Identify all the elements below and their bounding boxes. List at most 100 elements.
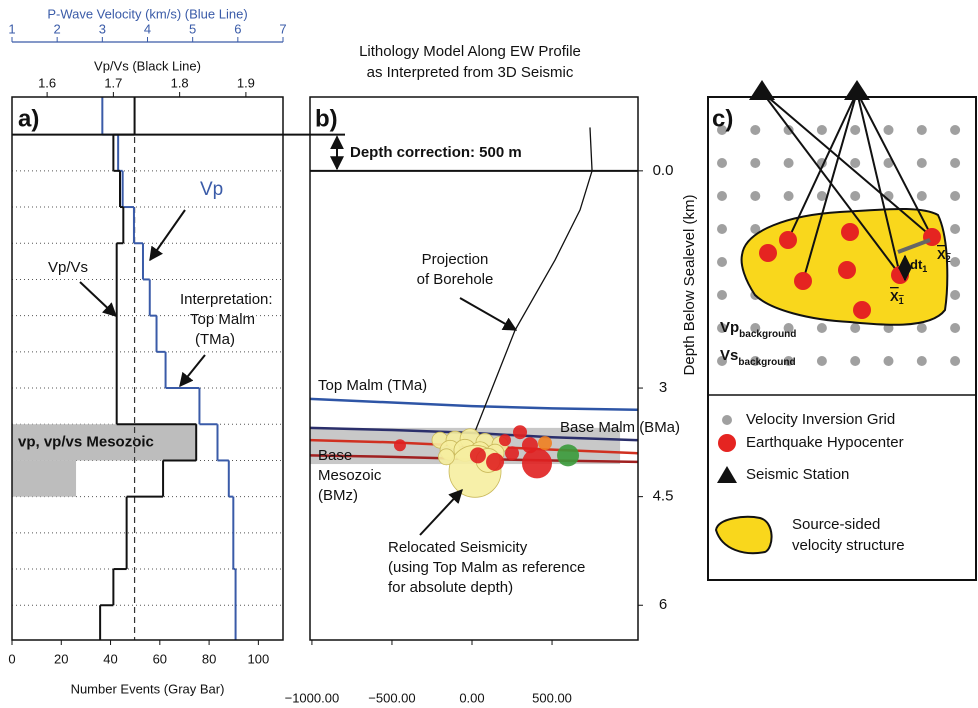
x-axis-title: Number Events (Gray Bar) xyxy=(71,681,225,696)
grid-dot xyxy=(817,356,827,366)
legend-hypocenter xyxy=(718,434,736,452)
x3-tick-label: 6 xyxy=(234,21,241,36)
grid-dot xyxy=(917,125,927,135)
grid-dot xyxy=(917,191,927,201)
panel-c: c) dt1 X1 X2 Vpbackground Vsbackground V… xyxy=(708,80,976,580)
grid-dot xyxy=(717,224,727,234)
x2-axis-title: Vp/Vs (Black Line) xyxy=(94,58,201,73)
grid-dot xyxy=(850,356,860,366)
x2-tick-label: 1.8 xyxy=(171,75,189,90)
grid-dot xyxy=(784,191,794,201)
annotation: Interpretation: xyxy=(180,291,273,308)
event xyxy=(438,449,454,465)
x3-axis-title: P-Wave Velocity (km/s) (Blue Line) xyxy=(47,6,247,21)
event xyxy=(522,448,552,478)
legend-station xyxy=(717,466,737,483)
arrow xyxy=(180,355,205,386)
legend-structure xyxy=(716,517,772,553)
panel-label: c) xyxy=(712,105,733,132)
grid-dot xyxy=(750,125,760,135)
annotation: (TMa) xyxy=(195,331,235,348)
subscript: 1 xyxy=(922,264,927,274)
seismicity-label: for absolute depth) xyxy=(388,579,513,596)
plot-frame xyxy=(12,97,283,640)
x3-tick-label: 4 xyxy=(144,21,151,36)
x-tick-label: 0.00 xyxy=(459,690,484,705)
subscript: 1 xyxy=(899,296,904,306)
vs-label: Vsbackground xyxy=(720,347,796,368)
event xyxy=(557,444,579,466)
x-tick-label: 20 xyxy=(54,651,68,666)
grid-dot xyxy=(717,158,727,168)
station xyxy=(749,80,775,100)
grid-dot xyxy=(950,158,960,168)
grid-dot xyxy=(950,191,960,201)
grid-dot xyxy=(784,158,794,168)
x3-tick-label: 2 xyxy=(54,21,61,36)
event xyxy=(513,425,527,439)
horizon-label: Mesozoic xyxy=(318,467,382,484)
legend-label: Source-sided xyxy=(792,516,880,533)
horizon-label: Base Malm (BMa) xyxy=(560,419,680,436)
grid-dot xyxy=(750,191,760,201)
x3-tick-label: 7 xyxy=(279,21,286,36)
y-tick-label: 3 xyxy=(659,379,667,396)
station xyxy=(844,80,870,100)
x-tick-label: −500.00 xyxy=(368,690,415,705)
legend-label: Velocity Inversion Grid xyxy=(746,411,895,428)
event xyxy=(470,447,486,463)
grid-dot xyxy=(817,323,827,333)
panel-label: a) xyxy=(18,105,39,132)
grid-dot xyxy=(717,290,727,300)
x-tick-label: 40 xyxy=(103,651,117,666)
x: X xyxy=(890,289,899,304)
hypocenter xyxy=(779,231,797,249)
dt: dt xyxy=(910,257,923,272)
grid-dot xyxy=(950,323,960,333)
grid-dot xyxy=(817,125,827,135)
vp-label: Vpbackground xyxy=(720,319,796,340)
legend-dot xyxy=(722,415,732,425)
borehole-label: of Borehole xyxy=(417,271,494,288)
x2-tick-label: 1.7 xyxy=(104,75,122,90)
horizon-label: Base xyxy=(318,447,352,464)
grid-dot xyxy=(917,356,927,366)
grid-dot xyxy=(950,290,960,300)
grid-dot xyxy=(950,257,960,267)
title: Lithology Model Along EW Profile xyxy=(359,43,581,60)
arrow xyxy=(150,210,185,260)
borehole-label: Projection xyxy=(422,251,489,268)
figure: vp, vp/vs Mesozoic020406080100Number Eve… xyxy=(0,0,978,708)
hypocenter xyxy=(841,223,859,241)
x: X xyxy=(937,247,946,262)
vs: Vs xyxy=(720,347,738,364)
legend-label: Seismic Station xyxy=(746,466,849,483)
hypocenter xyxy=(794,272,812,290)
event xyxy=(505,446,519,460)
grid-dot xyxy=(917,158,927,168)
y-tick-label: 0.0 xyxy=(653,162,674,179)
grid-dot xyxy=(950,125,960,135)
y-tick-label: 4.5 xyxy=(653,488,674,505)
subscript: background xyxy=(739,329,796,340)
hypocenter xyxy=(891,266,909,284)
x3-tick-label: 5 xyxy=(189,21,196,36)
x-tick-label: −1000.00 xyxy=(285,690,340,705)
legend-label: Earthquake Hypocenter xyxy=(746,434,904,451)
grid-dot xyxy=(917,323,927,333)
y-axis-title: Depth Below Sealevel (km) xyxy=(681,195,698,376)
depth-correction-label: Depth correction: 500 m xyxy=(350,144,522,161)
x-tick-label: 0 xyxy=(8,651,15,666)
y-tick-label: 6 xyxy=(659,596,667,613)
x3-tick-label: 1 xyxy=(8,21,15,36)
bar xyxy=(12,460,76,496)
x-tick-label: 80 xyxy=(202,651,216,666)
horizon xyxy=(310,399,638,410)
x2-tick-label: 1.6 xyxy=(38,75,56,90)
panel-label: b) xyxy=(315,105,338,132)
annotation: Top Malm xyxy=(190,311,255,328)
seismicity-label: Relocated Seismicity xyxy=(388,539,528,556)
seismicity-label: (using Top Malm as reference xyxy=(388,559,585,576)
grid-dot xyxy=(850,323,860,333)
title: as Interpreted from 3D Seismic xyxy=(367,64,574,81)
